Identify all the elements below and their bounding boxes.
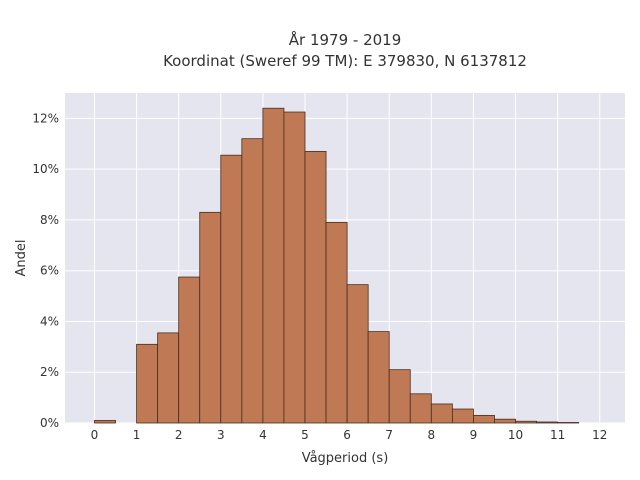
y-tick-label: 10% — [32, 162, 59, 176]
histogram-bar — [199, 211, 222, 424]
histogram-bar — [241, 138, 264, 424]
histogram-bar — [536, 421, 559, 424]
chart-title-line-2: Koordinat (Sweref 99 TM): E 379830, N 61… — [163, 52, 527, 70]
y-tick-label: 2% — [40, 365, 59, 379]
y-tick-label: 0% — [40, 416, 59, 430]
histogram-bar — [388, 369, 411, 424]
histogram-bar — [430, 403, 453, 424]
x-tick-label: 2 — [175, 428, 183, 442]
y-tick-label: 8% — [40, 213, 59, 227]
histogram-bar — [325, 222, 348, 424]
histogram-bar — [283, 111, 306, 424]
x-tick-label: 0 — [91, 428, 99, 442]
chart-title-line-1: År 1979 - 2019 — [289, 30, 402, 49]
x-tick-label: 5 — [301, 428, 309, 442]
histogram-bar — [304, 150, 327, 424]
histogram-bar — [473, 414, 495, 424]
x-tick-label: 6 — [343, 428, 351, 442]
histogram-bar — [157, 332, 180, 424]
x-tick-label: 9 — [470, 428, 478, 442]
y-tick-label: 6% — [40, 264, 59, 278]
histogram-bar — [494, 418, 516, 424]
y-tick-label: 4% — [40, 314, 59, 328]
x-tick-label: 11 — [550, 428, 565, 442]
x-tick-label: 7 — [385, 428, 393, 442]
x-tick-label: 12 — [592, 428, 607, 442]
x-tick-label: 1 — [133, 428, 141, 442]
histogram-bar — [178, 276, 201, 424]
y-axis-label: Andel — [14, 240, 29, 277]
histogram-bar — [262, 107, 285, 424]
histogram-bar — [367, 331, 390, 424]
histogram-bar — [346, 284, 369, 424]
histogram-bar — [451, 408, 474, 424]
x-tick-label: 8 — [427, 428, 435, 442]
x-axis-label: Vågperiod (s) — [302, 451, 389, 466]
histogram-bars — [94, 107, 580, 424]
x-tick-label: 10 — [508, 428, 523, 442]
x-tick-label: 4 — [259, 428, 267, 442]
y-tick-label: 12% — [32, 111, 59, 125]
histogram-bar — [220, 154, 243, 424]
histogram-bar — [409, 393, 432, 424]
x-axis-ticks: 0 1 2 3 4 5 6 7 8 9 10 11 12 — [91, 428, 608, 442]
histogram-bar — [136, 343, 159, 424]
histogram-bar — [94, 420, 116, 424]
x-tick-label: 3 — [217, 428, 225, 442]
histogram-bar — [557, 422, 580, 424]
histogram-bar — [515, 420, 537, 424]
y-axis-ticks: 0% 2% 4% 6% 8% 10% 12% — [32, 111, 59, 430]
